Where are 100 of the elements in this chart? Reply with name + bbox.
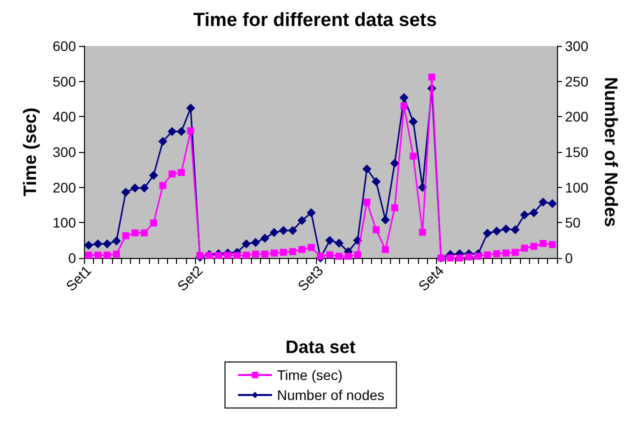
point: [168, 170, 176, 178]
point: [548, 241, 556, 248]
point: [317, 252, 324, 260]
point: [159, 182, 166, 190]
point: [132, 229, 139, 236]
point: [502, 250, 510, 257]
point: [112, 250, 120, 258]
point: [140, 229, 148, 236]
point: [168, 127, 177, 136]
point: [251, 238, 260, 247]
point: [538, 198, 548, 207]
point: [150, 220, 158, 227]
point: [530, 242, 538, 250]
point: [326, 251, 334, 258]
point: [363, 198, 370, 206]
point: [270, 250, 278, 257]
point: [336, 252, 343, 260]
y2-tick-label: 150: [565, 144, 589, 160]
point: [419, 228, 426, 236]
point: [224, 252, 232, 259]
chart-title: Time for different data sets: [193, 10, 437, 31]
point: [102, 239, 112, 248]
y2-tick-label: 0: [565, 250, 573, 266]
point: [297, 216, 306, 226]
point: [176, 127, 186, 136]
point: [380, 215, 390, 224]
point: [362, 164, 372, 174]
point: [510, 225, 520, 234]
point: [158, 136, 168, 146]
y2-axis-title: Number of Nodes: [601, 76, 621, 228]
point: [288, 226, 298, 235]
point: [493, 250, 500, 258]
point: [484, 251, 491, 258]
point: [298, 246, 306, 254]
point: [308, 244, 315, 251]
point: [520, 210, 530, 220]
y2-tick-label: 50: [565, 214, 581, 231]
point: [214, 252, 222, 260]
point: [408, 117, 418, 126]
point: [130, 184, 140, 193]
point: [84, 240, 94, 250]
point: [242, 239, 251, 248]
point: [121, 188, 130, 197]
point: [306, 208, 316, 218]
point: [149, 170, 158, 180]
point: [446, 254, 454, 262]
point: [391, 204, 398, 212]
point: [325, 236, 334, 245]
point: [261, 250, 268, 258]
point: [521, 244, 528, 252]
point: [492, 226, 502, 236]
y-tick-label: 500: [52, 73, 76, 90]
legend-label: Number of nodes: [277, 387, 384, 403]
point: [399, 93, 408, 102]
point: [540, 240, 547, 248]
point: [186, 104, 196, 113]
y2-tick-label: 200: [565, 108, 589, 125]
point: [85, 252, 92, 259]
point: [372, 226, 380, 234]
point: [400, 102, 408, 110]
point: [529, 208, 538, 218]
y-tick-label: 100: [52, 214, 76, 231]
y-axis-title: Time (sec): [20, 108, 40, 196]
x-axis-title: Data set: [285, 337, 356, 357]
y-tick-label: 400: [52, 108, 76, 125]
point: [278, 226, 288, 235]
point: [410, 152, 417, 160]
y2-tick-label: 250: [565, 73, 589, 90]
point: [196, 252, 204, 260]
legend-label: Time (sec): [277, 367, 343, 383]
point: [289, 248, 296, 256]
y-tick-label: 600: [52, 38, 76, 54]
point: [93, 239, 102, 248]
point: [390, 158, 400, 168]
point: [512, 248, 519, 256]
point: [501, 224, 510, 234]
point: [187, 127, 194, 134]
point: [372, 177, 381, 186]
point: [234, 252, 241, 260]
point: [334, 238, 344, 248]
point: [122, 232, 130, 240]
point: [94, 252, 102, 259]
point: [104, 252, 111, 259]
point: [112, 236, 121, 246]
y2-tick-label: 300: [565, 38, 589, 54]
point: [178, 168, 185, 176]
point: [354, 251, 362, 258]
y2-tick-label: 100: [565, 179, 589, 196]
point: [260, 234, 270, 243]
point: [548, 199, 557, 208]
point: [280, 248, 287, 256]
point: [242, 252, 250, 259]
point: [206, 252, 213, 260]
point: [252, 250, 260, 258]
y-tick-label: 200: [52, 179, 76, 196]
point: [465, 253, 472, 260]
point: [270, 228, 279, 238]
point: [140, 184, 149, 193]
point: [474, 252, 482, 260]
point: [482, 228, 492, 238]
